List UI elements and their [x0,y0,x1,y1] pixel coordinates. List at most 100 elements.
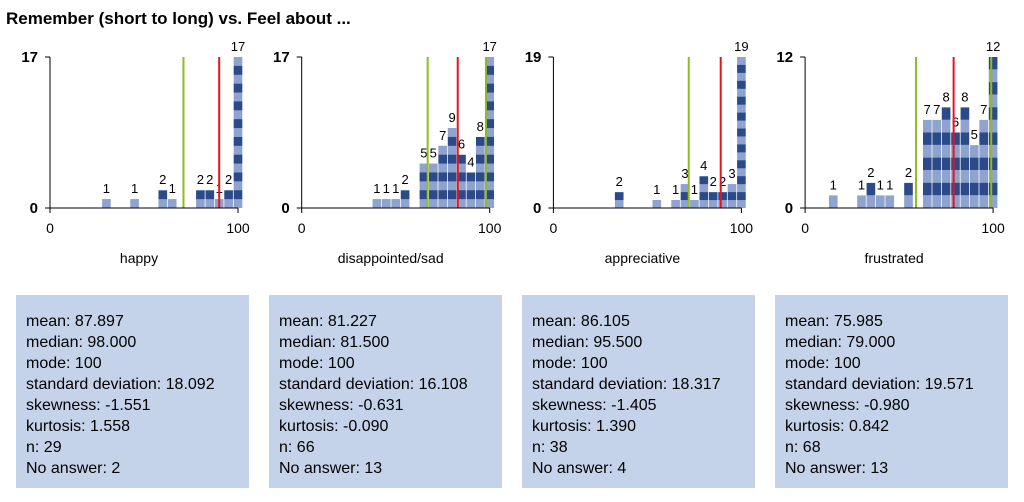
bar [475,136,485,208]
stats-line: n: 66 [279,439,315,456]
value-label: 2 [719,174,726,189]
value-label: 5 [420,146,427,161]
value-label: 2 [225,172,232,187]
bar [485,57,495,208]
stats-line: kurtosis: 1.558 [26,418,130,435]
value-label: 17 [482,39,496,54]
y-tick-label: 12 [776,49,793,66]
y-tick-label: 0 [281,200,289,217]
bar [158,190,168,208]
bar [727,184,737,208]
value-label: 1 [653,182,660,197]
stats-box [16,295,249,488]
value-label: 1 [383,181,390,196]
stats-line: median: 81.500 [279,334,389,351]
bar [167,199,177,208]
bar [941,107,951,208]
stats-line: No answer: 2 [26,460,120,477]
bar [866,182,876,208]
value-label: 1 [169,181,176,196]
stats-box [522,295,755,488]
stats-line: mean: 86.105 [532,313,630,330]
stats-line: mode: 100 [279,355,355,372]
bar [130,199,139,208]
bar [196,190,205,208]
x-axis-label: happy [120,250,158,266]
value-label: 8 [961,89,968,104]
value-label: 1 [373,181,380,196]
bar [400,190,410,208]
bar [885,195,895,208]
x-tick-label: 100 [981,220,1005,236]
value-label: 4 [700,158,707,173]
value-label: 1 [830,177,837,192]
stats-line: median: 79.000 [785,334,895,351]
x-tick-label: 0 [801,220,809,236]
value-label: 17 [231,39,245,54]
x-tick-label: 100 [478,220,502,236]
stats-box [775,295,1008,488]
value-label: 4 [467,154,474,169]
bar [904,182,913,208]
value-label: 2 [401,172,408,187]
bar [960,107,970,208]
bar [699,176,709,208]
bar [922,119,932,208]
value-label: 5 [430,146,437,161]
stats-line: skewness: -1.405 [532,397,657,414]
stats-line: standard deviation: 18.092 [26,376,215,393]
bar [708,192,718,208]
stats-line: mean: 87.897 [26,313,124,330]
value-label: 8 [477,119,484,134]
bar [102,199,111,208]
y-tick-label: 0 [30,200,38,217]
value-label: 19 [734,39,748,54]
page-title: Remember (short to long) vs. Feel about … [6,9,351,28]
value-label: 7 [933,102,940,117]
bar [690,200,699,208]
value-label: 1 [877,177,884,192]
value-label: 1 [691,182,698,197]
value-label: 1 [672,182,679,197]
value-label: 9 [448,110,455,125]
stats-line: No answer: 13 [279,460,382,477]
bar [671,200,680,208]
bar [466,172,476,208]
value-label: 1 [103,181,110,196]
x-axis-label: frustrated [865,250,924,266]
stats-line: standard deviation: 18.317 [532,376,721,393]
value-label: 1 [886,177,893,192]
value-label: 6 [458,137,465,152]
bar [438,145,448,208]
x-axis-label: disappointed/sad [338,250,444,266]
value-label: 3 [728,166,735,181]
stats-line: n: 68 [785,439,821,456]
stats-box [269,295,502,488]
stats-line: skewness: -0.631 [279,397,404,414]
stats-line: mode: 100 [26,355,102,372]
value-label: 6 [952,115,959,130]
value-label: 3 [681,166,688,181]
value-label: 8 [942,89,949,104]
bar [391,199,401,208]
value-label: 2 [867,165,874,180]
stats-line: mode: 100 [785,355,861,372]
stats-line: No answer: 4 [532,460,626,477]
value-label: 2 [197,172,204,187]
bar [680,184,690,208]
value-label: 1 [392,181,399,196]
y-tick-label: 17 [21,49,38,66]
value-label: 12 [986,39,1000,54]
y-tick-label: 17 [273,49,290,66]
bar [614,192,624,208]
stats-line: mode: 100 [532,355,608,372]
y-tick-label: 0 [785,200,793,217]
bar [828,195,838,208]
stats-line: median: 98.000 [26,334,136,351]
bar [428,163,438,208]
value-label: 2 [616,174,623,189]
bar [419,163,429,208]
stats-line: standard deviation: 16.108 [279,376,468,393]
bar [457,154,466,208]
